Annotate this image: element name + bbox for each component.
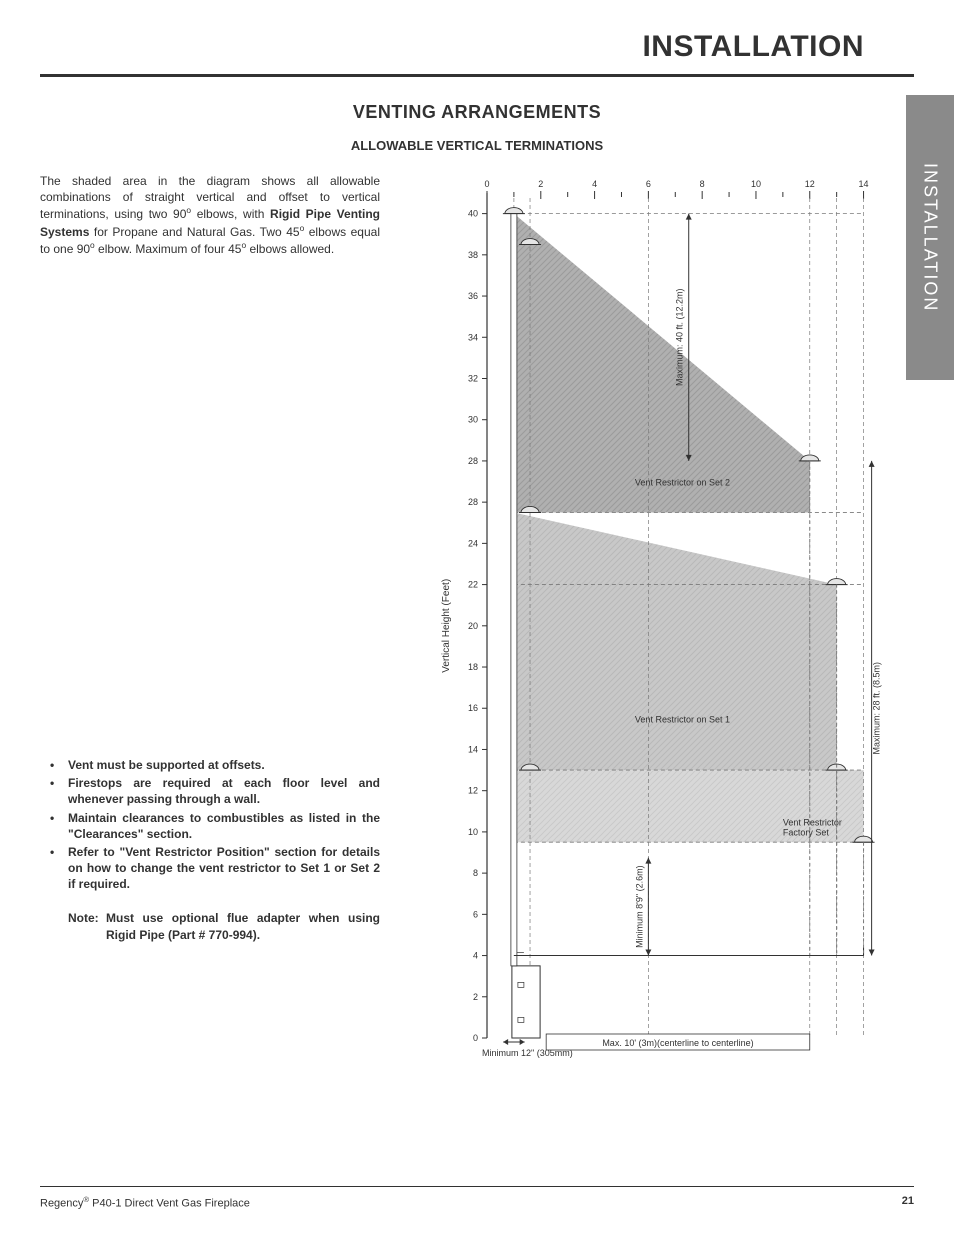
intro-paragraph: The shaded area in the diagram shows all… [40,173,380,257]
svg-text:0: 0 [484,179,489,189]
bullet-item: Firestops are required at each floor lev… [68,775,380,807]
svg-text:28: 28 [468,497,478,507]
svg-text:18: 18 [468,662,478,672]
svg-text:22: 22 [468,580,478,590]
svg-text:Maximum: 40 ft. (12.2m): Maximum: 40 ft. (12.2m) [675,289,685,387]
svg-text:36: 36 [468,291,478,301]
footer: Regency® P40-1 Direct Vent Gas Fireplace… [40,1195,914,1210]
venting-chart: 0246810121416182022242828303234363840Ver… [400,173,914,1113]
svg-text:2: 2 [538,179,543,189]
chart-column: 0246810121416182022242828303234363840Ver… [400,173,914,1113]
svg-text:12: 12 [468,786,478,796]
svg-text:Vertical Height (Feet): Vertical Height (Feet) [441,579,452,673]
svg-text:6: 6 [646,179,651,189]
svg-text:38: 38 [468,250,478,260]
bullet-item: Vent must be supported at offsets. [68,757,380,773]
note-text: Must use optional flue adapter when usin… [106,911,380,941]
svg-text:4: 4 [592,179,597,189]
left-column: The shaded area in the diagram shows all… [40,173,380,1113]
intro-text: elbows allowed. [246,242,334,256]
footer-product: Regency® P40-1 Direct Vent Gas Fireplace [40,1195,250,1210]
bullet-item: Maintain clearances to combustibles as l… [68,810,380,842]
svg-text:Vent Restrictor on Set 2: Vent Restrictor on Set 2 [635,478,730,488]
svg-text:10: 10 [751,179,761,189]
intro-text: for Propane and Natural Gas. Two 45 [89,225,299,239]
svg-text:8: 8 [473,868,478,878]
svg-text:Factory Set: Factory Set [783,828,830,838]
svg-text:Minimum 8'9" (2.6m): Minimum 8'9" (2.6m) [634,865,644,947]
footer-text: Regency [40,1198,83,1210]
svg-text:24: 24 [468,538,478,548]
svg-text:12: 12 [805,179,815,189]
intro-text: elbow. Maximum of four 45 [95,242,242,256]
svg-text:32: 32 [468,373,478,383]
svg-text:6: 6 [473,909,478,919]
svg-text:34: 34 [468,332,478,342]
svg-text:Max. 10' (3m)(centerline to ce: Max. 10' (3m)(centerline to centerline) [602,1038,753,1048]
svg-text:0: 0 [473,1033,478,1043]
svg-text:Vent Restrictor on Set 1: Vent Restrictor on Set 1 [635,715,730,725]
content-row: The shaded area in the diagram shows all… [0,173,954,1113]
svg-text:40: 40 [468,209,478,219]
svg-text:14: 14 [859,179,869,189]
note: Note:Must use optional flue adapter when… [78,910,380,942]
footer-rule [40,1186,914,1187]
svg-text:30: 30 [468,415,478,425]
footer-text: P40-1 Direct Vent Gas Fireplace [89,1198,250,1210]
bullet-item: Refer to "Vent Restrictor Position" sect… [68,844,380,893]
note-label: Note: [68,910,106,926]
svg-text:10: 10 [468,827,478,837]
svg-text:2: 2 [473,992,478,1002]
svg-text:Maximum: 28 ft. (8.5m): Maximum: 28 ft. (8.5m) [872,662,882,755]
page-title: INSTALLATION [0,0,954,74]
svg-text:8: 8 [700,179,705,189]
svg-text:14: 14 [468,744,478,754]
section-title: VENTING ARRANGEMENTS [0,102,954,123]
intro-text: elbows, with [191,207,270,221]
svg-text:Vent Restrictor: Vent Restrictor [783,818,842,828]
page-number: 21 [902,1195,914,1210]
svg-text:4: 4 [473,951,478,961]
svg-text:28: 28 [468,456,478,466]
bullet-list: Vent must be supported at offsets. Fires… [40,757,380,893]
svg-text:16: 16 [468,703,478,713]
sub-title: ALLOWABLE VERTICAL TERMINATIONS [0,138,954,153]
header-rule [40,74,914,77]
svg-text:20: 20 [468,621,478,631]
